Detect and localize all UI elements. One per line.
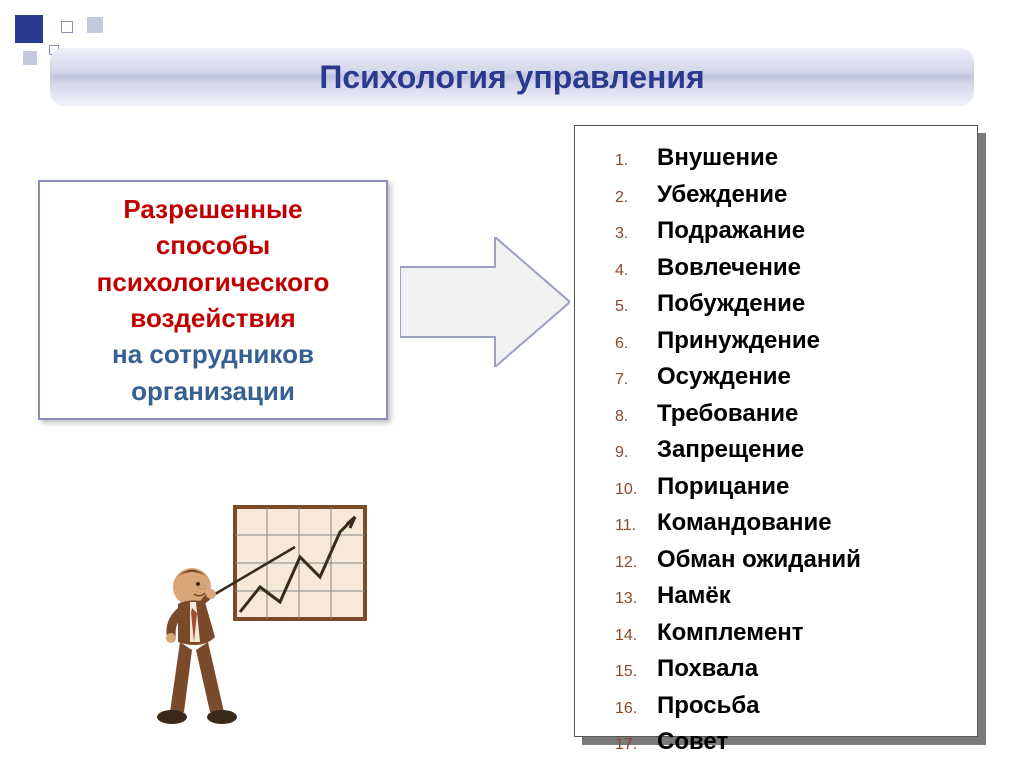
list-item: 12.Обман ожиданий: [615, 546, 957, 574]
list-number: 6.: [615, 335, 657, 353]
list-item: 3.Подражание: [615, 217, 957, 245]
list-number: 1.: [615, 152, 657, 170]
list-item: 16.Просьба: [615, 692, 957, 720]
list-number: 15.: [615, 663, 657, 681]
list-number: 16.: [615, 700, 657, 718]
list-item: 5.Побуждение: [615, 290, 957, 318]
list-label: Совет: [657, 728, 728, 756]
list-number: 13.: [615, 590, 657, 608]
list-number: 17.: [615, 736, 657, 754]
methods-list-box: 1.Внушение2.Убеждение3.Подражание4.Вовле…: [574, 125, 978, 737]
list-number: 7.: [615, 371, 657, 389]
methods-box-text: Разрешенные способы психологического воз…: [97, 191, 330, 409]
list-item: 9.Запрещение: [615, 436, 957, 464]
decoration-square: [87, 17, 103, 33]
methods-line2: способы: [156, 230, 270, 260]
list-number: 12.: [615, 554, 657, 572]
methods-line3: психологического: [97, 267, 330, 297]
list-label: Принуждение: [657, 327, 820, 355]
methods-line5: на сотрудников: [112, 339, 314, 369]
arrow-icon: [400, 237, 570, 367]
list-item: 10.Порицание: [615, 473, 957, 501]
list-label: Подражание: [657, 217, 805, 245]
methods-line6: организации: [131, 376, 295, 406]
list-label: Порицание: [657, 473, 789, 501]
list-item: 17.Совет: [615, 728, 957, 756]
list-label: Командование: [657, 509, 832, 537]
list-number: 10.: [615, 481, 657, 499]
list-number: 2.: [615, 189, 657, 207]
title-bar: Психология управления: [50, 48, 974, 106]
list-item: 4.Вовлечение: [615, 254, 957, 282]
list-item: 6.Принуждение: [615, 327, 957, 355]
list-label: Намёк: [657, 582, 731, 610]
list-label: Вовлечение: [657, 254, 801, 282]
presenter-illustration: [150, 502, 370, 732]
list-label: Побуждение: [657, 290, 805, 318]
list-item: 13.Намёк: [615, 582, 957, 610]
list-item: 15.Похвала: [615, 655, 957, 683]
list-number: 9.: [615, 444, 657, 462]
list-label: Осуждение: [657, 363, 791, 391]
list-label: Просьба: [657, 692, 760, 720]
list-label: Похвала: [657, 655, 758, 683]
list-number: 11.: [615, 517, 657, 535]
list-number: 5.: [615, 298, 657, 316]
list-number: 14.: [615, 627, 657, 645]
list-item: 11.Командование: [615, 509, 957, 537]
list-label: Требование: [657, 400, 798, 428]
slide-title: Психология управления: [319, 59, 704, 96]
decoration-square: [61, 21, 73, 33]
methods-line4: воздействия: [130, 303, 295, 333]
list-label: Убеждение: [657, 181, 787, 209]
list-label: Внушение: [657, 144, 778, 172]
list-item: 14.Комплемент: [615, 619, 957, 647]
list-number: 4.: [615, 262, 657, 280]
decoration-square: [23, 51, 37, 65]
list-number: 3.: [615, 225, 657, 243]
list-label: Комплемент: [657, 619, 804, 647]
list-item: 7.Осуждение: [615, 363, 957, 391]
methods-line1: Разрешенные: [123, 194, 302, 224]
list-item: 8.Требование: [615, 400, 957, 428]
decoration-square: [15, 15, 43, 43]
list-label: Обман ожиданий: [657, 546, 861, 574]
list-item: 1.Внушение: [615, 144, 957, 172]
methods-box: Разрешенные способы психологического воз…: [38, 180, 388, 420]
list-label: Запрещение: [657, 436, 804, 464]
list-number: 8.: [615, 408, 657, 426]
list-item: 2.Убеждение: [615, 181, 957, 209]
